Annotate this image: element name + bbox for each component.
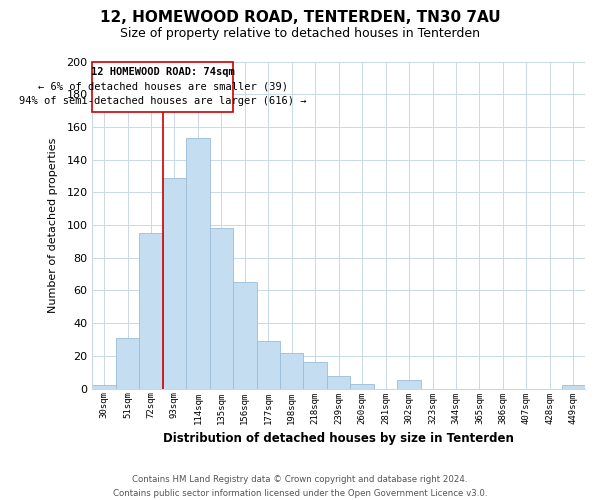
Bar [350,384,374,388]
Bar [562,386,585,388]
Bar [163,178,186,388]
Bar [397,380,421,388]
Bar [116,338,139,388]
Text: Contains HM Land Registry data © Crown copyright and database right 2024.
Contai: Contains HM Land Registry data © Crown c… [113,476,487,498]
Bar [139,233,163,388]
Text: Size of property relative to detached houses in Tenterden: Size of property relative to detached ho… [120,28,480,40]
Bar [327,376,350,388]
Text: 12, HOMEWOOD ROAD, TENTERDEN, TN30 7AU: 12, HOMEWOOD ROAD, TENTERDEN, TN30 7AU [100,10,500,25]
Bar [257,341,280,388]
Bar [304,362,327,388]
Bar [209,228,233,388]
Text: ← 6% of detached houses are smaller (39): ← 6% of detached houses are smaller (39) [38,81,288,91]
Y-axis label: Number of detached properties: Number of detached properties [48,138,58,313]
Text: 94% of semi-detached houses are larger (616) →: 94% of semi-detached houses are larger (… [19,96,307,106]
Bar [92,386,116,388]
Text: 12 HOMEWOOD ROAD: 74sqm: 12 HOMEWOOD ROAD: 74sqm [91,67,235,77]
FancyBboxPatch shape [92,62,233,112]
Bar [233,282,257,389]
X-axis label: Distribution of detached houses by size in Tenterden: Distribution of detached houses by size … [163,432,514,445]
Bar [186,138,209,388]
Bar [280,352,304,388]
